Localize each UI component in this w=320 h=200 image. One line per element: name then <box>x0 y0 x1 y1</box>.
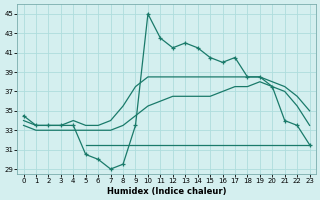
X-axis label: Humidex (Indice chaleur): Humidex (Indice chaleur) <box>107 187 226 196</box>
